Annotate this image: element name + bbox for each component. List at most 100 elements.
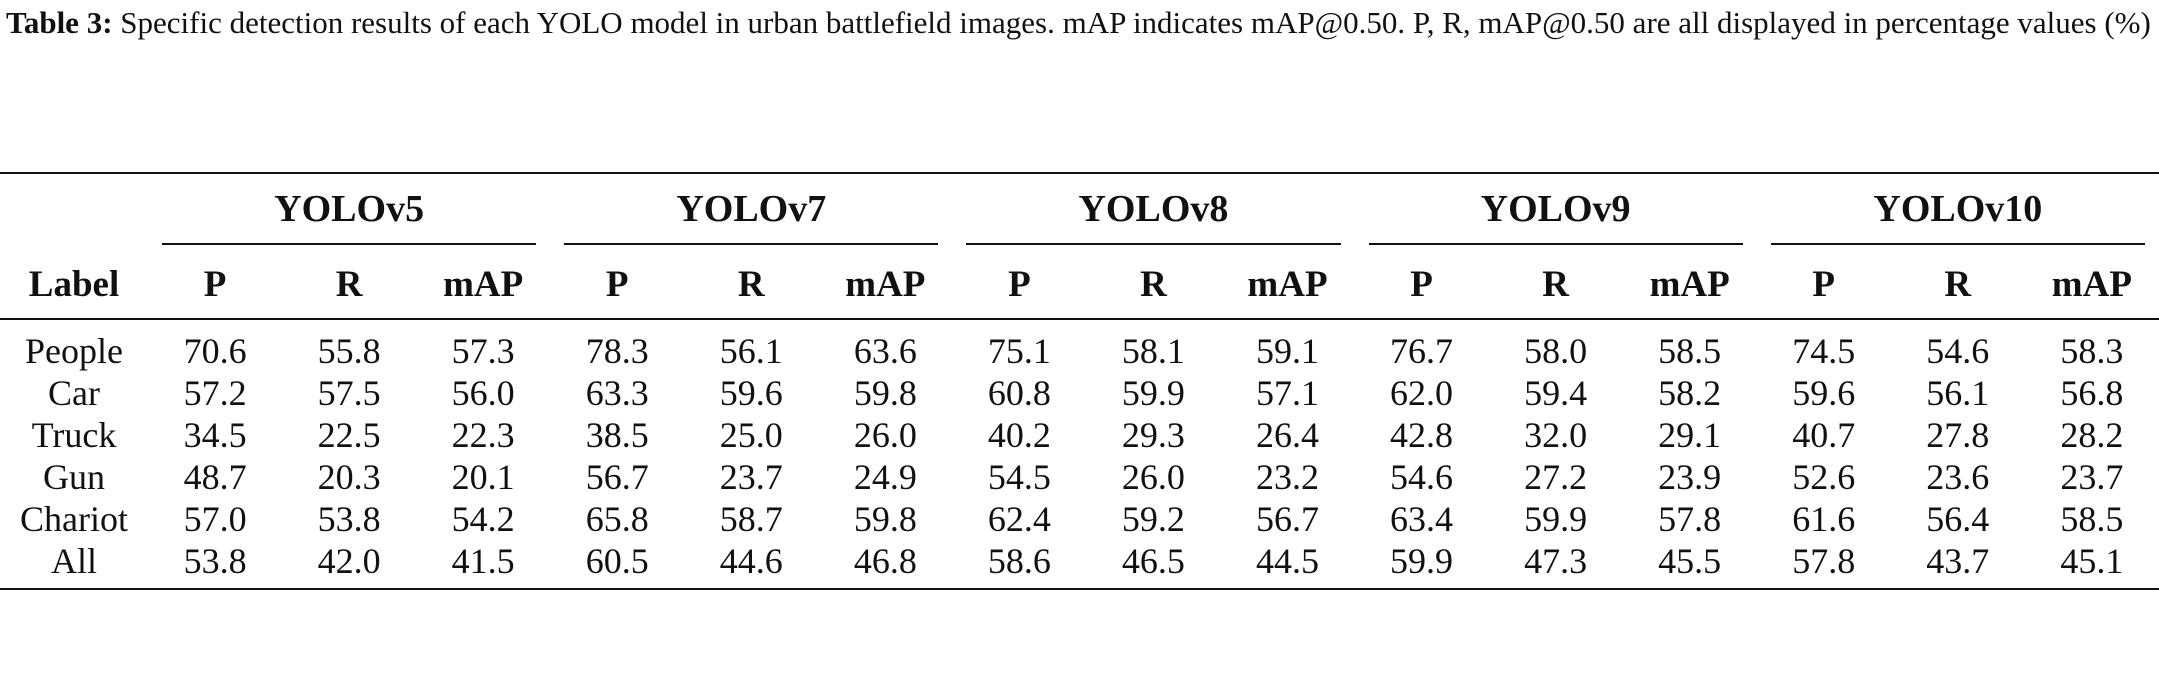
table-row: Gun 48.7 20.3 20.1 56.7 23.7 24.9 54.5 26.0 23.2 5… [0, 456, 2159, 498]
metric-header-row: Label P R mAP P R mAP P R mAP P R mAP P … [0, 250, 2159, 320]
table-row: Chariot 57.0 53.8 54.2 65.8 58.7 59.8 62.4 59.2 5… [0, 498, 2159, 540]
results-table-container: YOLOv5 YOLOv7 YOLOv8 YOLOv9 YOLOv10 Labe… [0, 172, 2159, 590]
table-cell: 41.5 [416, 540, 551, 590]
table-cell: 58.2 [1658, 373, 1722, 413]
table-cell: 61.6 [1792, 499, 1856, 539]
table-cell: 22.5 [317, 415, 381, 455]
table-cell: 63.3 [585, 373, 649, 413]
table-cell: 75.1 [987, 331, 1051, 371]
table-row: Truck 34.5 22.5 22.3 38.5 25.0 26.0 40.2 29.3 26.… [0, 414, 2159, 456]
table-cell: 45.1 [2024, 540, 2159, 590]
metric-header: R [1890, 250, 2025, 320]
table-cell: 27.8 [1926, 415, 1990, 455]
table-cell: 59.2 [1121, 499, 1185, 539]
table-cell: 56.1 [1926, 373, 1990, 413]
metric-header: mAP [818, 250, 953, 320]
table-cell: 23.7 [2060, 457, 2124, 497]
table-cell: 58.3 [2060, 331, 2124, 371]
table-cell: 57.3 [451, 331, 515, 371]
metric-header: R [1488, 250, 1623, 320]
table-body: People 70.6 55.8 57.3 78.3 56.1 63.6 75.1 58.1 59… [0, 319, 2159, 590]
table-cell: 54.6 [1926, 331, 1990, 371]
table-row: People 70.6 55.8 57.3 78.3 56.1 63.6 75.1 58.1 59… [0, 319, 2159, 372]
metric-header: P [1756, 250, 1891, 320]
table-cell: 46.5 [1086, 540, 1221, 590]
table-cell: 59.9 [1524, 499, 1588, 539]
table-cell: 60.5 [550, 540, 685, 590]
table-cell: 56.7 [1255, 499, 1319, 539]
caption-label: Table 3: [6, 5, 113, 40]
table-cell: 24.9 [853, 457, 917, 497]
table-cell: 78.3 [585, 331, 649, 371]
table-cell: 54.6 [1390, 457, 1454, 497]
table-cell: 26.0 [853, 415, 917, 455]
table-cell: 46.8 [818, 540, 953, 590]
table-cell: 58.0 [1524, 331, 1588, 371]
table-cell: 53.8 [148, 540, 283, 590]
table-cell: 44.6 [684, 540, 819, 590]
table-cell: 43.7 [1890, 540, 2025, 590]
table-caption: Table 3: Specific detection results of e… [6, 0, 2156, 46]
table-cell: 42.8 [1390, 415, 1454, 455]
label-column-header: Label [0, 250, 149, 320]
table-cell: 22.3 [451, 415, 515, 455]
table-cell: 27.2 [1524, 457, 1588, 497]
model-header-yolov5: YOLOv5 [148, 172, 551, 250]
model-header-yolov9: YOLOv9 [1354, 172, 1757, 250]
table-cell: 57.5 [317, 373, 381, 413]
results-table: YOLOv5 YOLOv7 YOLOv8 YOLOv9 YOLOv10 Labe… [0, 172, 2159, 590]
metric-header: P [1354, 250, 1489, 320]
table-cell: 65.8 [585, 499, 649, 539]
model-header-row: YOLOv5 YOLOv7 YOLOv8 YOLOv9 YOLOv10 [0, 172, 2159, 250]
table-cell: 40.7 [1792, 415, 1856, 455]
empty-header-cell [0, 172, 149, 250]
table-cell: 23.6 [1926, 457, 1990, 497]
table-cell: 58.1 [1121, 331, 1185, 371]
row-label: Car [48, 373, 101, 413]
table-cell: 56.8 [2060, 373, 2124, 413]
table-cell: 29.1 [1658, 415, 1722, 455]
table-cell: 26.4 [1255, 415, 1319, 455]
table-cell: 57.1 [1255, 373, 1319, 413]
table-cell: 59.1 [1255, 331, 1319, 371]
metric-header: R [282, 250, 417, 320]
table-cell: 25.0 [719, 415, 783, 455]
metric-header: mAP [1220, 250, 1355, 320]
table-cell: 60.8 [987, 373, 1051, 413]
table-cell: 23.9 [1658, 457, 1722, 497]
table-cell: 54.2 [451, 499, 515, 539]
table-cell: 76.7 [1390, 331, 1454, 371]
table-cell: 29.3 [1121, 415, 1185, 455]
table-cell: 58.7 [719, 499, 783, 539]
table-cell: 59.4 [1524, 373, 1588, 413]
metric-header: P [952, 250, 1087, 320]
table-cell: 26.0 [1121, 457, 1185, 497]
table-cell: 48.7 [183, 457, 247, 497]
table-cell: 57.8 [1756, 540, 1891, 590]
table-cell: 54.5 [987, 457, 1051, 497]
caption-text: Specific detection results of each YOLO … [120, 5, 2151, 40]
table-cell: 23.2 [1255, 457, 1319, 497]
row-label: Chariot [20, 499, 129, 539]
metric-header: mAP [416, 250, 551, 320]
table-row: Car 57.2 57.5 56.0 63.3 59.6 59.8 60.8 59.9 57.1 6… [0, 372, 2159, 414]
table-cell: 44.5 [1220, 540, 1355, 590]
table-cell: 56.0 [451, 373, 515, 413]
table-cell: 62.0 [1390, 373, 1454, 413]
model-header-yolov7: YOLOv7 [550, 172, 953, 250]
table-cell: 34.5 [183, 415, 247, 455]
table-cell: 32.0 [1524, 415, 1588, 455]
table-cell: 59.6 [719, 373, 783, 413]
table-cell: 45.5 [1622, 540, 1757, 590]
table-cell: 58.6 [952, 540, 1087, 590]
table-cell: 53.8 [317, 499, 381, 539]
table-cell: 70.6 [183, 331, 247, 371]
table-cell: 57.2 [183, 373, 247, 413]
table-cell: 58.5 [2060, 499, 2124, 539]
row-label: People [25, 331, 124, 371]
metric-header: mAP [1622, 250, 1757, 320]
row-label: Gun [43, 457, 106, 497]
row-label: All [0, 540, 149, 590]
table-cell: 56.1 [719, 331, 783, 371]
metric-header: R [1086, 250, 1221, 320]
